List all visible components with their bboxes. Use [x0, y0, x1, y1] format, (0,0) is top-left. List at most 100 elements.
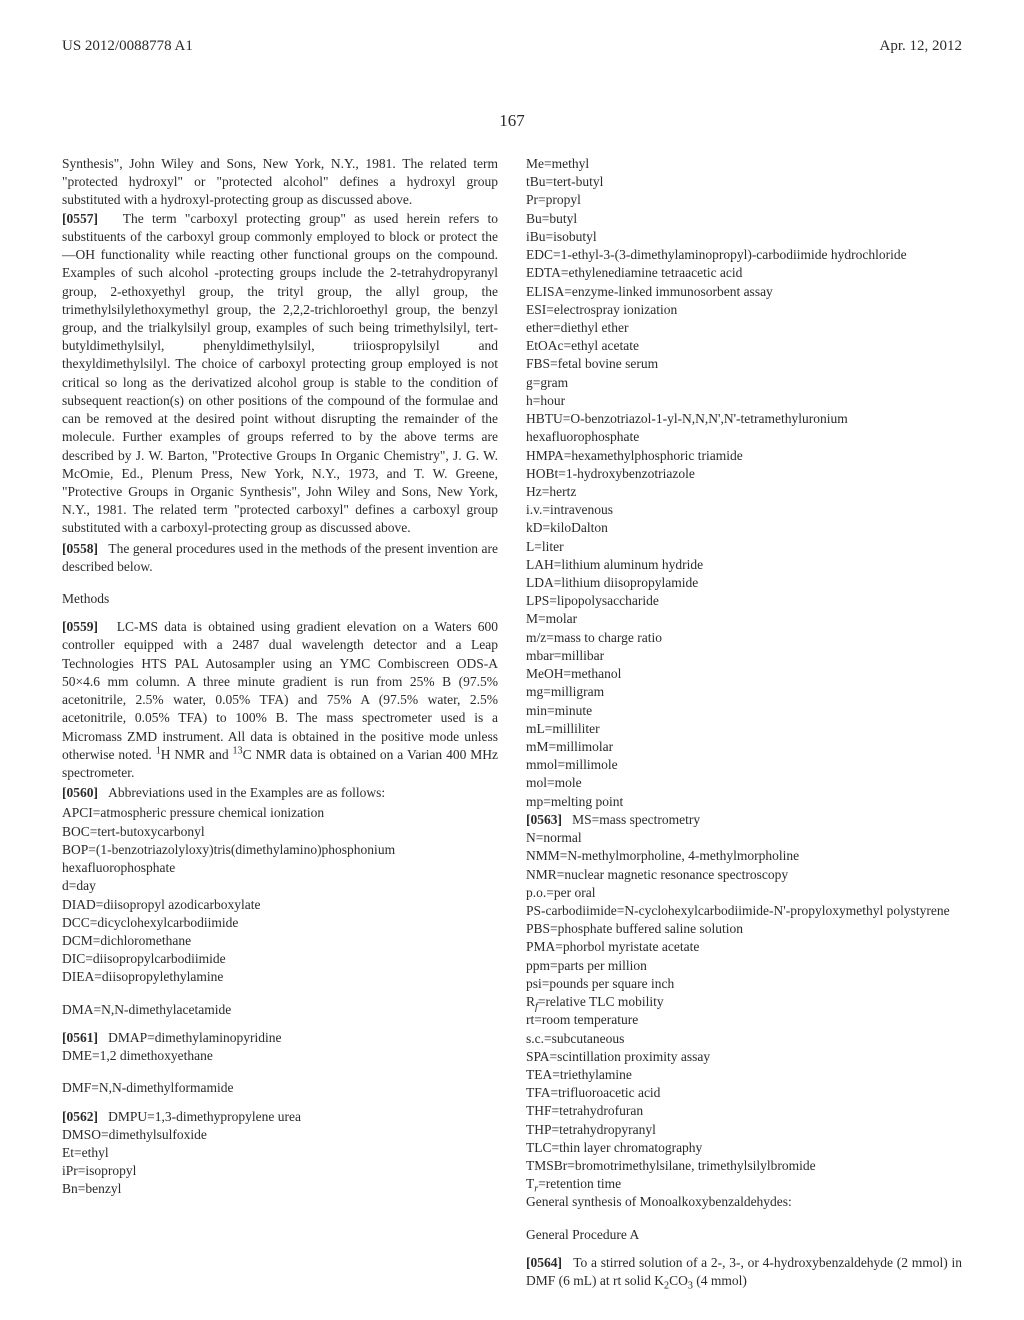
abbr-item: ether=diethyl ether	[526, 319, 962, 337]
abbr-item: TEA=triethylamine	[526, 1066, 962, 1084]
abbr-item: Et=ethyl	[62, 1144, 498, 1162]
abbr-item: TMSBr=bromotrimethylsilane, trimethylsil…	[526, 1157, 962, 1175]
abbr-item: Hz=hertz	[526, 483, 962, 501]
abbr-item: mL=milliliter	[526, 720, 962, 738]
abbr-item: kD=kiloDalton	[526, 519, 962, 537]
p0557-text: The term "carboxyl protecting group" as …	[62, 211, 498, 536]
p0561-text: DMAP=dimethylaminopyridine	[108, 1030, 281, 1045]
abbr-item: M=molar	[526, 610, 962, 628]
dma-heading: DMA=N,N-dimethylacetamide	[62, 1001, 498, 1019]
ref-0558: [0558]	[62, 541, 98, 556]
p0562: [0562] DMPU=1,3-dimethypropylene urea	[62, 1108, 498, 1126]
abbr-item: s.c.=subcutaneous	[526, 1030, 962, 1048]
dmf-heading: DMF=N,N-dimethylformamide	[62, 1079, 498, 1097]
abbr-item: HBTU=O-benzotriazol-1-yl-N,N,N',N'-tetra…	[526, 410, 962, 446]
p0557: [0557] The term "carboxyl protecting gro…	[62, 210, 498, 538]
general-procedure-a-heading: General Procedure A	[526, 1226, 962, 1244]
abbr-item: NMM=N-methylmorpholine, 4-methylmorpholi…	[526, 847, 962, 865]
abbr-item: EtOAc=ethyl acetate	[526, 337, 962, 355]
abbr-item: h=hour	[526, 392, 962, 410]
abbr-item: FBS=fetal bovine serum	[526, 355, 962, 373]
abbr-item: TFA=trifluoroacetic acid	[526, 1084, 962, 1102]
abbr-item: min=minute	[526, 702, 962, 720]
abbr-item: mp=melting point	[526, 793, 962, 811]
p0563-text: MS=mass spectrometry	[572, 812, 700, 827]
p0562-text: DMPU=1,3-dimethypropylene urea	[108, 1109, 301, 1124]
abbr-block-right1: Me=methyltBu=tert-butylPr=propylBu=butyl…	[526, 155, 962, 811]
abbr-item: THP=tetrahydropyranyl	[526, 1121, 962, 1139]
dme-line: DME=1,2 dimethoxyethane	[62, 1047, 498, 1065]
abbr-item: APCI=atmospheric pressure chemical ioniz…	[62, 804, 498, 822]
p0564-text-c: (4 mmol)	[693, 1273, 747, 1288]
abbr-item: HMPA=hexamethylphosphoric triamide	[526, 447, 962, 465]
p0559: [0559] LC-MS data is obtained using grad…	[62, 618, 498, 782]
abbr-item: ppm=parts per million	[526, 957, 962, 975]
abbr-item: BOP=(1-benzotriazolyloxy)tris(dimethylam…	[62, 841, 498, 877]
methods-heading: Methods	[62, 590, 498, 608]
abbr-item: DCM=dichloromethane	[62, 932, 498, 950]
rf-a: R	[526, 994, 535, 1009]
abbr-item: i.v.=intravenous	[526, 501, 962, 519]
abbr-item: g=gram	[526, 374, 962, 392]
abbr-item: N=normal	[526, 829, 962, 847]
abbr-item: EDTA=ethylenediamine tetraacetic acid	[526, 264, 962, 282]
p0564-text-b: CO	[669, 1273, 688, 1288]
general-synthesis: General synthesis of Monoalkoxybenzaldeh…	[526, 1193, 962, 1211]
tr-b: =retention time	[538, 1176, 621, 1191]
abbr-item: Me=methyl	[526, 155, 962, 173]
abbr-block-left2: DMSO=dimethylsulfoxide Et=ethyl iPr=isop…	[62, 1126, 498, 1199]
content-columns: Synthesis", John Wiley and Sons, New Yor…	[62, 155, 962, 1292]
abbr-item: PS-carbodiimide=N-cyclohexylcarbodiimide…	[526, 902, 962, 920]
tr-line: Tr=retention time	[526, 1175, 962, 1193]
p0556-continuation: Synthesis", John Wiley and Sons, New Yor…	[62, 155, 498, 210]
ref-0560: [0560]	[62, 785, 98, 800]
page-number: 167	[62, 111, 962, 131]
abbr-item: THF=tetrahydrofuran	[526, 1102, 962, 1120]
p0563: [0563] MS=mass spectrometry	[526, 811, 962, 829]
ref-0557: [0557]	[62, 211, 98, 226]
abbr-item: p.o.=per oral	[526, 884, 962, 902]
rf-line: Rf=relative TLC mobility	[526, 993, 962, 1011]
abbr-block-left: APCI=atmospheric pressure chemical ioniz…	[62, 804, 498, 986]
abbr-item: rt=room temperature	[526, 1011, 962, 1029]
abbr-item: LAH=lithium aluminum hydride	[526, 556, 962, 574]
ref-0562: [0562]	[62, 1109, 98, 1124]
abbr-item: Pr=propyl	[526, 191, 962, 209]
abbr-item: PMA=phorbol myristate acetate	[526, 938, 962, 956]
page-header: US 2012/0088778 A1 Apr. 12, 2012	[62, 38, 962, 55]
abbr-item: ESI=electrospray ionization	[526, 301, 962, 319]
abbr-item: mg=milligram	[526, 683, 962, 701]
right-column: Me=methyltBu=tert-butylPr=propylBu=butyl…	[526, 155, 962, 1292]
abbr-item: mbar=millibar	[526, 647, 962, 665]
abbr-item: DIAD=diisopropyl azodicarboxylate	[62, 896, 498, 914]
abbr-item: MeOH=methanol	[526, 665, 962, 683]
p0561: [0561] DMAP=dimethylaminopyridine	[62, 1029, 498, 1047]
abbr-item: Bu=butyl	[526, 210, 962, 228]
abbr-item: DIEA=diisopropylethylamine	[62, 968, 498, 986]
p0564: [0564] To a stirred solution of a 2-, 3-…	[526, 1254, 962, 1290]
abbr-item: mol=mole	[526, 774, 962, 792]
abbr-block-right3: rt=room temperatures.c.=subcutaneousSPA=…	[526, 1011, 962, 1175]
abbr-item: PBS=phosphate buffered saline solution	[526, 920, 962, 938]
left-column: Synthesis", John Wiley and Sons, New Yor…	[62, 155, 498, 1292]
abbr-item: NMR=nuclear magnetic resonance spectrosc…	[526, 866, 962, 884]
abbr-item: m/z=mass to charge ratio	[526, 629, 962, 647]
ref-0563: [0563]	[526, 812, 562, 827]
publication-number: US 2012/0088778 A1	[62, 38, 193, 55]
p0560-text: Abbreviations used in the Examples are a…	[108, 785, 385, 800]
abbr-item: LPS=lipopolysaccharide	[526, 592, 962, 610]
abbr-item: HOBt=1-hydroxybenzotriazole	[526, 465, 962, 483]
abbr-item: TLC=thin layer chromatography	[526, 1139, 962, 1157]
ref-0559: [0559]	[62, 619, 98, 634]
abbr-item: ELISA=enzyme-linked immunosorbent assay	[526, 283, 962, 301]
abbr-item: SPA=scintillation proximity assay	[526, 1048, 962, 1066]
abbr-item: tBu=tert-butyl	[526, 173, 962, 191]
p0560: [0560] Abbreviations used in the Example…	[62, 784, 498, 802]
abbr-item: DCC=dicyclohexylcarbodiimide	[62, 914, 498, 932]
abbr-item: mM=millimolar	[526, 738, 962, 756]
abbr-item: BOC=tert-butoxycarbonyl	[62, 823, 498, 841]
publication-date: Apr. 12, 2012	[880, 38, 963, 55]
abbr-item: DIC=diisopropylcarbodiimide	[62, 950, 498, 968]
tr-a: T	[526, 1176, 534, 1191]
p0559-text-b: H NMR and	[161, 747, 233, 762]
